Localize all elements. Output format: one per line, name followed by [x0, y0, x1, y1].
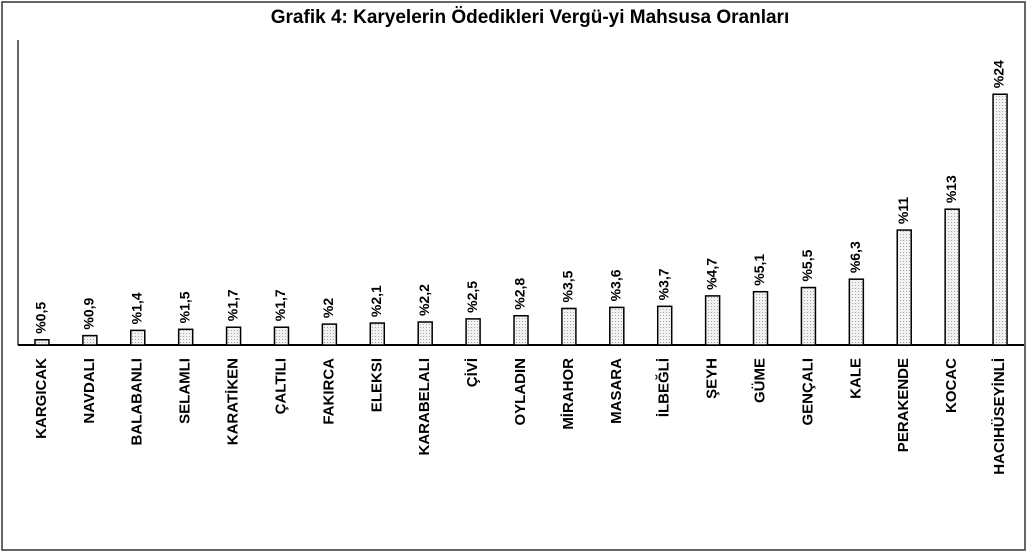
chart-title: Grafik 4: Karyelerin Ödedikleri Vergü-yi… — [271, 7, 789, 28]
bar — [417, 321, 433, 346]
bar — [513, 314, 529, 346]
x-tick-label: İLBEĞLİ — [655, 358, 673, 417]
bar — [896, 229, 912, 346]
value-label: %2,1 — [368, 285, 384, 317]
x-tick-label: SELAMLI — [177, 358, 194, 424]
value-label: %5,1 — [751, 254, 767, 286]
bar — [561, 307, 577, 346]
value-label: %5,5 — [799, 249, 815, 281]
value-label: %0,9 — [81, 297, 97, 329]
x-tick-label: KALE — [847, 358, 864, 399]
value-label: %11 — [895, 197, 911, 224]
value-label: %1,4 — [128, 292, 144, 324]
x-tick-label: KARGICAK — [33, 358, 50, 439]
value-label: %0,5 — [33, 302, 49, 334]
bar — [34, 339, 50, 346]
bar — [656, 305, 673, 346]
bar — [800, 286, 817, 346]
x-tick-label: GENÇALI — [799, 358, 816, 426]
value-label: %2,8 — [512, 278, 528, 310]
bar — [273, 326, 290, 346]
value-label: %3,5 — [560, 270, 576, 302]
value-label: %24 — [991, 60, 1007, 88]
value-label: %2,2 — [416, 284, 432, 316]
bar — [609, 306, 625, 346]
bar — [752, 290, 769, 346]
x-tick-label: KOCAC — [943, 358, 960, 413]
value-label: %2 — [320, 298, 336, 318]
value-label: %3,6 — [608, 269, 624, 301]
value-label: %1,5 — [176, 291, 192, 323]
value-label: %13 — [943, 175, 959, 203]
value-label: %3,7 — [655, 268, 671, 300]
x-tick-label: ÇİVİ — [464, 358, 481, 387]
x-tick-label: MİRAHOR — [560, 358, 577, 430]
x-tick-label: FAKIRCA — [320, 358, 337, 425]
value-label: %1,7 — [272, 289, 288, 321]
bar — [992, 93, 1008, 346]
bar — [130, 329, 146, 346]
value-label: %2,5 — [464, 281, 480, 313]
x-tick-label: KARATİKEN — [225, 358, 242, 445]
value-label: %1,7 — [224, 289, 240, 321]
bar — [82, 334, 98, 346]
x-tick-label: ELEKSI — [368, 358, 385, 412]
x-tick-label: ŞEYH — [704, 358, 721, 399]
x-tick-label: NAVDALI — [81, 358, 98, 424]
bar — [177, 328, 194, 346]
bar — [704, 295, 721, 346]
bar — [944, 208, 960, 346]
x-tick-label: KARABELALI — [416, 358, 433, 456]
bar — [321, 323, 338, 346]
x-tick-label: PERAKENDE — [895, 358, 912, 452]
value-label: %4,7 — [703, 258, 719, 290]
bar — [369, 322, 386, 346]
x-tick-label: OYLADIN — [512, 358, 529, 426]
x-tick-label: BALABANLI — [129, 358, 146, 446]
bar — [225, 326, 242, 346]
x-tick-label: ÇALTILI — [272, 358, 289, 414]
value-label: %6,3 — [847, 241, 863, 273]
bar — [465, 318, 481, 346]
x-tick-label: HACIHÜSEYİNLİ — [991, 358, 1008, 475]
bar — [848, 278, 865, 346]
x-tick-label: MASARA — [608, 358, 625, 424]
x-tick-label: GÜME — [751, 358, 768, 403]
